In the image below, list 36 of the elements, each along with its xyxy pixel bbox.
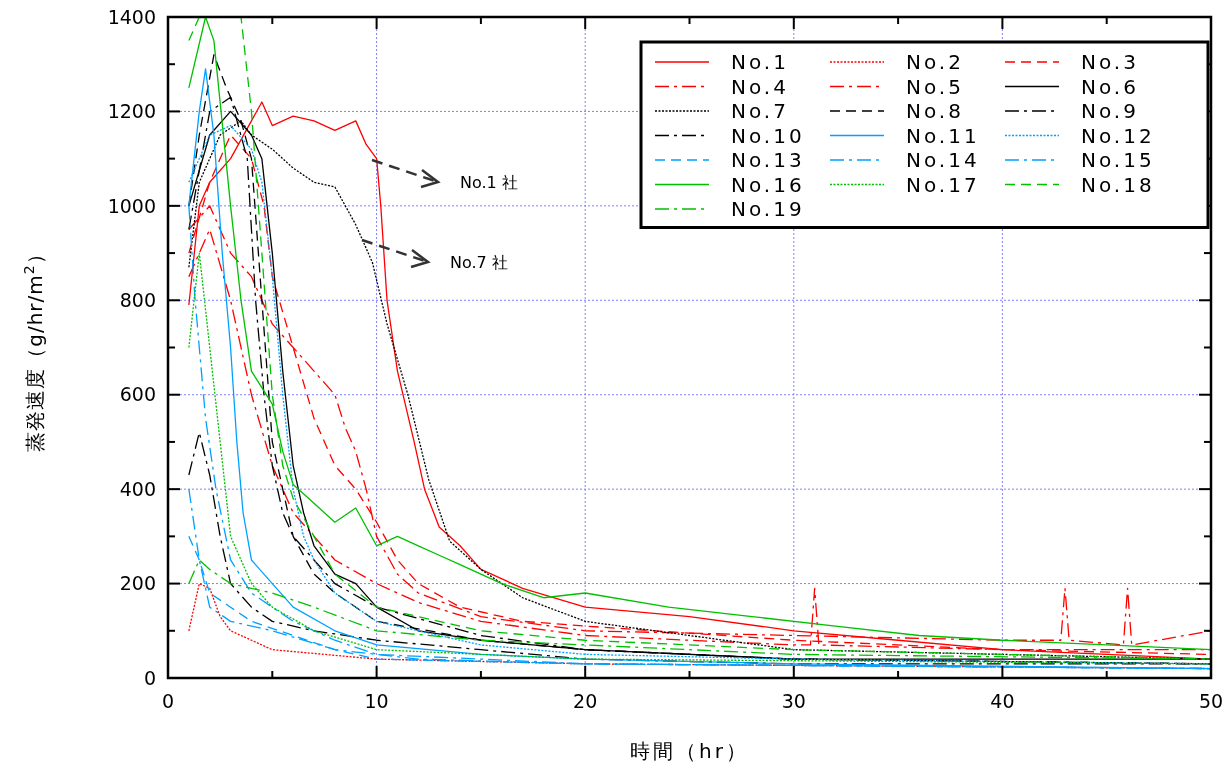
legend-label: No.11	[906, 123, 980, 148]
legend-label: No.16	[731, 172, 805, 197]
legend-label: No.17	[906, 172, 980, 197]
x-tick-label: 30	[781, 690, 806, 712]
y-tick-label: 600	[119, 383, 156, 406]
legend-label: No.1	[731, 50, 789, 74]
legend-label: No.2	[906, 50, 964, 74]
y-tick-label: 200	[119, 572, 156, 595]
y-tick-label: 1000	[107, 194, 156, 217]
legend-label: No.9	[1081, 99, 1139, 123]
y-tick-label: 1200	[107, 100, 156, 123]
y-tick-label: 800	[119, 288, 156, 311]
x-tick-label: 50	[1198, 690, 1224, 712]
x-tick-label: 20	[573, 690, 598, 712]
y-tick-label: 400	[119, 477, 156, 500]
legend-label: No.15	[1081, 148, 1155, 172]
y-tick-label: 1400	[107, 5, 156, 28]
x-tick-label: 10	[364, 690, 389, 712]
legend-label: No.14	[906, 148, 980, 172]
x-tick-label: 40	[990, 690, 1015, 712]
annotation: No.7 社	[450, 252, 508, 272]
legend-label: No.4	[731, 74, 789, 99]
legend-label: No.12	[1081, 123, 1155, 148]
legend-label: No.8	[906, 99, 964, 123]
legend-label: No.19	[731, 197, 805, 221]
legend-label: No.18	[1081, 172, 1155, 197]
legend-label: No.6	[1081, 74, 1139, 99]
annotation: No.1 社	[460, 172, 518, 192]
y-tick-label: 0	[143, 666, 156, 689]
legend-label: No.5	[906, 74, 964, 99]
legend-label: No.13	[731, 148, 805, 172]
x-axis-title: 時間（hr）	[630, 739, 749, 763]
legend-label: No.7	[731, 99, 789, 123]
legend-label: No.10	[731, 123, 805, 148]
x-tick-label: 0	[161, 690, 175, 712]
legend-label: No.3	[1081, 50, 1139, 74]
